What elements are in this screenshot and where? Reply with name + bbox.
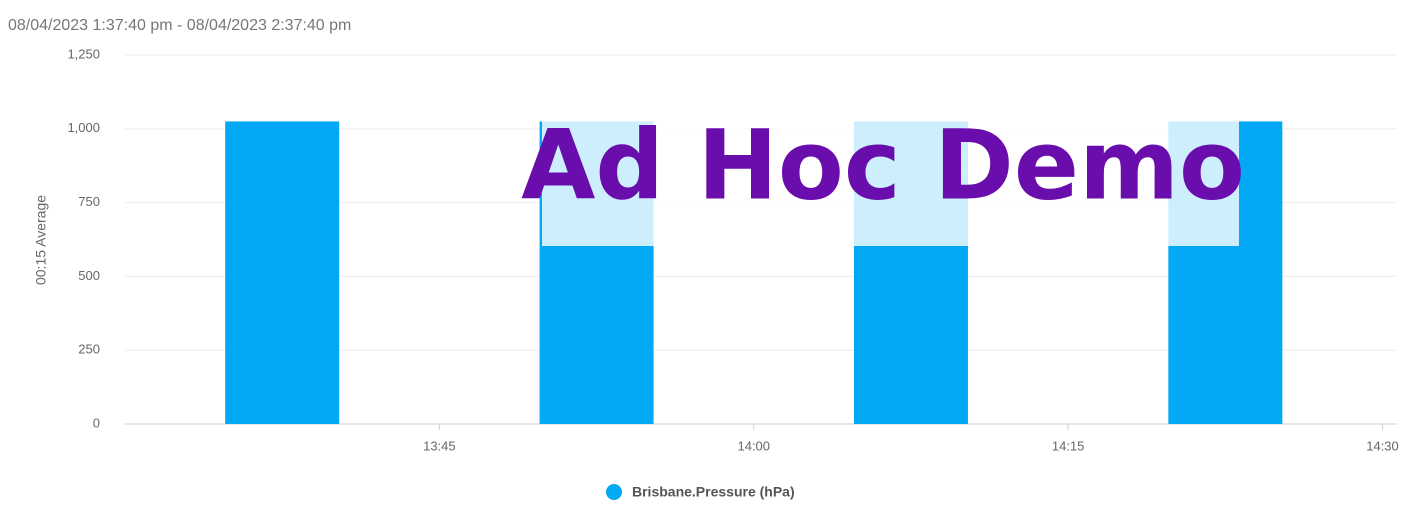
y-tick-label: 1,250 [67,46,100,61]
y-tick-label: 1,000 [67,120,100,135]
x-tick-label: 13:45 [423,438,456,453]
legend-label: Brisbane.Pressure (hPa) [632,484,795,500]
bar [225,121,340,425]
watermark-background [542,121,1239,246]
y-tick-label: 750 [78,194,100,209]
x-tick-label: 14:15 [1052,438,1085,453]
y-tick-label: 0 [93,415,100,430]
y-tick-label: 250 [78,342,100,357]
legend-marker [606,484,622,500]
chart-title: 08/04/2023 1:37:40 pm - 08/04/2023 2:37:… [8,17,351,34]
x-tick-label: 14:00 [737,438,770,453]
x-tick-label: 14:30 [1366,438,1399,453]
y-tick-label: 500 [78,268,100,283]
watermark: Ad Hoc Demo [521,109,1245,221]
y-axis-label: 00:15 Average [33,195,49,285]
